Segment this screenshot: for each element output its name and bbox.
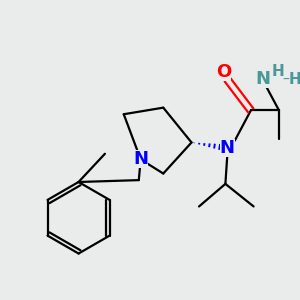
Text: N: N	[220, 139, 235, 157]
Text: O: O	[216, 63, 231, 81]
Text: H: H	[289, 72, 300, 87]
Text: H: H	[272, 64, 284, 80]
Text: N: N	[256, 70, 271, 88]
Text: –: –	[282, 72, 289, 86]
Text: N: N	[133, 150, 148, 168]
